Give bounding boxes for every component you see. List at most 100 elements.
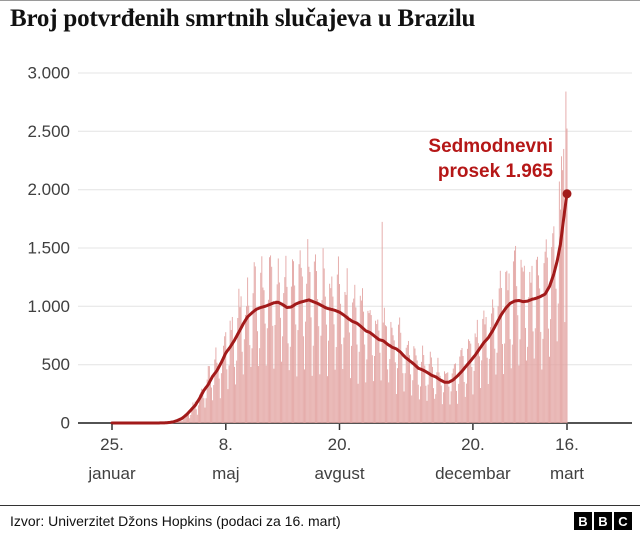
daily-bar	[335, 347, 337, 423]
y-tick-label: 2.000	[27, 180, 70, 199]
daily-bar	[404, 373, 406, 423]
bbc-logo-letter: B	[574, 512, 592, 530]
daily-bar	[446, 373, 448, 423]
daily-bar	[480, 388, 482, 423]
daily-bar	[220, 373, 222, 423]
daily-bar	[262, 287, 264, 423]
daily-bar	[442, 392, 444, 423]
daily-bar	[383, 307, 385, 423]
daily-bar	[374, 355, 375, 423]
daily-bar	[411, 395, 413, 423]
daily-bar	[509, 339, 511, 423]
daily-bar	[269, 257, 270, 423]
daily-bar	[333, 324, 335, 423]
daily-bar	[265, 365, 267, 423]
daily-bar	[228, 365, 230, 423]
daily-bar	[276, 284, 278, 423]
daily-bar	[232, 341, 234, 423]
x-tick-label-day: 8.	[219, 435, 233, 454]
daily-bar	[479, 356, 480, 423]
daily-bar	[500, 287, 502, 423]
daily-bar	[488, 358, 490, 423]
daily-bar	[311, 375, 313, 423]
daily-bar	[323, 268, 325, 423]
daily-bar	[192, 402, 194, 423]
daily-bar	[305, 321, 307, 423]
daily-bar	[460, 350, 462, 423]
daily-bar	[200, 392, 202, 423]
daily-bar	[344, 291, 346, 423]
daily-bar	[423, 355, 425, 423]
daily-bar	[273, 368, 275, 423]
daily-bar	[561, 156, 562, 424]
daily-bar	[206, 379, 208, 423]
daily-bar	[318, 326, 320, 423]
daily-bar	[470, 343, 472, 423]
daily-bar	[528, 297, 530, 423]
daily-bar	[401, 353, 403, 423]
daily-bar	[566, 128, 568, 424]
daily-bar	[298, 264, 300, 423]
daily-bar	[432, 366, 433, 423]
daily-bar	[521, 267, 523, 423]
x-tick-label-day: 16.	[555, 435, 579, 454]
daily-bar	[289, 346, 291, 423]
daily-bar	[436, 372, 438, 423]
daily-bar	[471, 367, 473, 423]
daily-bar	[259, 348, 261, 423]
daily-bar	[270, 255, 272, 423]
daily-bar	[375, 320, 377, 423]
daily-bar	[197, 405, 199, 423]
daily-bar	[387, 369, 389, 423]
daily-bar	[297, 330, 299, 423]
daily-bar	[238, 288, 240, 423]
daily-bar	[263, 290, 265, 423]
daily-bar	[301, 276, 303, 423]
daily-bar	[271, 266, 273, 423]
daily-bar	[484, 324, 486, 423]
daily-bar	[535, 259, 537, 423]
daily-bar	[321, 300, 323, 423]
daily-bar	[498, 288, 500, 423]
daily-bar	[477, 343, 479, 423]
daily-bar	[552, 233, 554, 423]
daily-bar	[356, 344, 358, 423]
daily-bar	[240, 296, 242, 423]
footer: Izvor: Univerzitet Džons Hopkins (podaci…	[0, 505, 640, 536]
x-axis-labels: 25. januar 8. maj 20. avgust 20. decembar 16. mar…	[87, 424, 584, 483]
daily-bar	[285, 255, 287, 423]
daily-bar	[179, 419, 181, 423]
daily-bar	[211, 387, 212, 423]
daily-bar	[320, 335, 322, 423]
daily-bar	[336, 274, 338, 423]
daily-bar	[473, 370, 475, 423]
daily-bar	[458, 383, 460, 423]
daily-bar	[545, 239, 547, 423]
daily-bar	[196, 414, 198, 423]
daily-bar	[400, 332, 402, 423]
daily-bar	[215, 347, 217, 423]
daily-bar	[279, 317, 281, 423]
daily-bar	[193, 404, 195, 423]
daily-bar	[309, 272, 311, 423]
daily-bar	[532, 331, 534, 423]
daily-bar	[355, 307, 357, 423]
daily-bar	[341, 344, 343, 423]
x-tick-label-day: 20.	[328, 435, 352, 454]
daily-bar	[474, 333, 476, 423]
daily-bar	[515, 245, 517, 423]
daily-bar	[451, 373, 453, 423]
daily-bar	[208, 366, 210, 423]
daily-bar	[531, 265, 533, 423]
daily-bar	[434, 398, 436, 423]
daily-bar	[524, 327, 526, 423]
x-tick-label-day: 25.	[100, 435, 124, 454]
daily-bar	[454, 363, 456, 423]
daily-bar	[310, 317, 312, 423]
daily-bar	[565, 91, 567, 424]
daily-bar	[376, 324, 378, 423]
daily-bar	[313, 261, 315, 423]
daily-bar	[370, 315, 372, 423]
daily-bar	[448, 386, 450, 423]
daily-bar	[231, 316, 233, 423]
